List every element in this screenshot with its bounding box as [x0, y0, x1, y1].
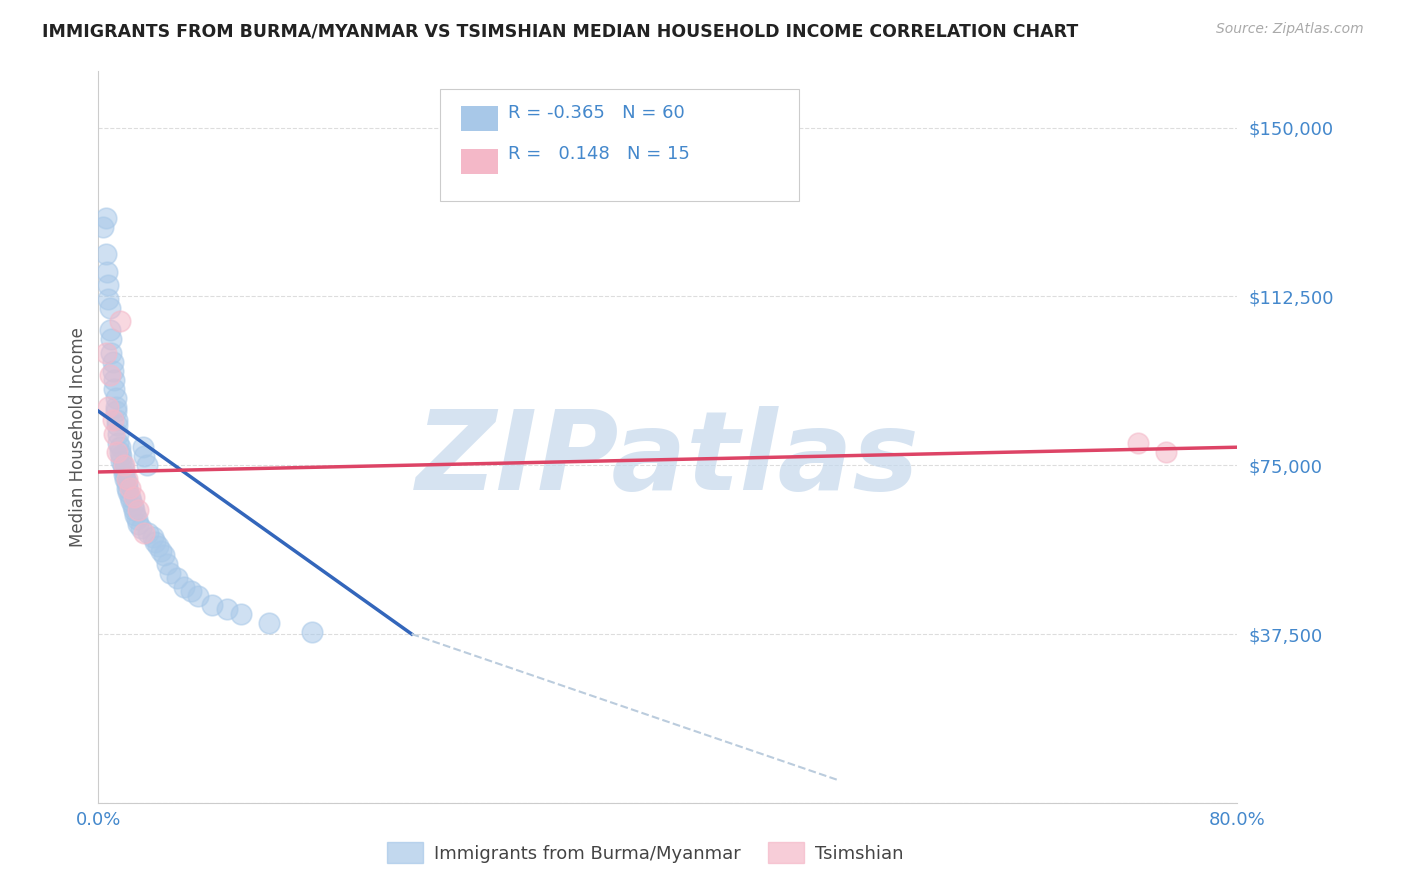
- Point: [108, 314, 131, 328]
- Point: [101, 364, 124, 378]
- Point: [101, 413, 124, 427]
- Point: [159, 566, 181, 581]
- Text: ZIPatlas: ZIPatlas: [416, 406, 920, 513]
- Point: [94, 345, 117, 359]
- Point: [105, 417, 128, 432]
- Point: [110, 453, 132, 467]
- Point: [129, 521, 152, 535]
- Point: [111, 458, 134, 473]
- Point: [112, 458, 135, 473]
- Point: [132, 449, 155, 463]
- Point: [115, 481, 138, 495]
- Point: [118, 481, 141, 495]
- Point: [153, 548, 176, 562]
- Text: R =   0.148   N = 15: R = 0.148 N = 15: [508, 145, 689, 163]
- Point: [118, 490, 141, 504]
- Point: [145, 534, 167, 549]
- Point: [100, 345, 122, 359]
- Point: [131, 440, 153, 454]
- Text: IMMIGRANTS FROM BURMA/MYANMAR VS TSIMSHIAN MEDIAN HOUSEHOLD INCOME CORRELATION C: IMMIGRANTS FROM BURMA/MYANMAR VS TSIMSHI…: [42, 22, 1078, 40]
- Point: [97, 278, 120, 293]
- Text: R = -0.365   N = 60: R = -0.365 N = 60: [508, 104, 685, 122]
- Point: [215, 602, 238, 616]
- Point: [100, 332, 122, 346]
- Point: [108, 444, 131, 458]
- Point: [150, 543, 173, 558]
- Point: [180, 584, 202, 599]
- Point: [94, 211, 117, 225]
- Point: [94, 246, 117, 260]
- Point: [1126, 435, 1149, 450]
- Point: [127, 516, 149, 531]
- Point: [117, 485, 139, 500]
- Point: [101, 354, 124, 368]
- Point: [173, 580, 195, 594]
- Point: [91, 219, 114, 234]
- Point: [104, 404, 127, 418]
- Point: [229, 607, 252, 621]
- Point: [156, 558, 179, 572]
- Point: [108, 440, 131, 454]
- Point: [105, 444, 128, 458]
- Point: [112, 463, 135, 477]
- Point: [103, 373, 125, 387]
- Point: [107, 426, 129, 441]
- Point: [110, 449, 132, 463]
- Point: [104, 400, 127, 414]
- Point: [97, 400, 120, 414]
- Point: [98, 323, 121, 337]
- Point: [115, 472, 138, 486]
- Text: Source: ZipAtlas.com: Source: ZipAtlas.com: [1216, 22, 1364, 37]
- Point: [112, 467, 135, 482]
- Point: [105, 413, 128, 427]
- Legend: Immigrants from Burma/Myanmar, Tsimshian: Immigrants from Burma/Myanmar, Tsimshian: [380, 835, 911, 871]
- Point: [124, 508, 146, 522]
- Point: [121, 499, 143, 513]
- Point: [114, 472, 136, 486]
- Point: [1154, 444, 1177, 458]
- Point: [259, 615, 281, 630]
- Point: [201, 598, 224, 612]
- Point: [98, 368, 121, 383]
- Point: [301, 624, 323, 639]
- Point: [107, 435, 129, 450]
- Point: [103, 426, 125, 441]
- Point: [135, 458, 157, 473]
- Point: [97, 292, 120, 306]
- Point: [120, 494, 142, 508]
- Point: [103, 382, 125, 396]
- Point: [96, 265, 118, 279]
- Point: [125, 512, 148, 526]
- Point: [122, 503, 145, 517]
- Point: [166, 571, 188, 585]
- Point: [136, 525, 159, 540]
- Point: [98, 301, 121, 315]
- Y-axis label: Median Household Income: Median Household Income: [69, 327, 87, 547]
- Point: [115, 476, 138, 491]
- Point: [104, 391, 127, 405]
- Point: [127, 503, 149, 517]
- Point: [148, 539, 170, 553]
- Point: [187, 589, 209, 603]
- Point: [122, 490, 145, 504]
- Point: [132, 525, 155, 540]
- Point: [141, 530, 163, 544]
